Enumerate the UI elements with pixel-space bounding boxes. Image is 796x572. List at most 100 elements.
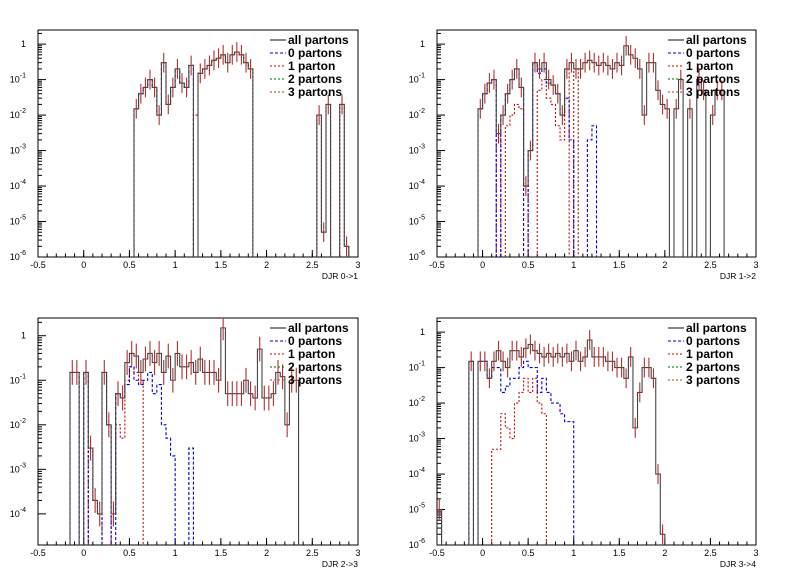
y-tick-exponent: -2 (419, 108, 425, 115)
x-tick-label: -0.5 (429, 548, 445, 558)
x-tick-label: 2 (662, 548, 667, 558)
x-axis: -0.5 0 0.5 1 1.5 2 2.5 3 (30, 538, 361, 558)
y-tick-label: 10-2 (409, 396, 425, 408)
y-tick-label: 10-3 (10, 462, 26, 474)
y-tick-label: 1 (21, 39, 26, 49)
x-tick-label: 1 (571, 260, 576, 270)
x-tick-label: 1 (173, 260, 178, 270)
x-tick-label: 0.5 (522, 260, 535, 270)
legend-label: 1 parton (288, 59, 335, 73)
histogram-layer (477, 35, 725, 257)
y-tick-label: 10-1 (409, 361, 425, 373)
legend-label: 3 partons (686, 373, 740, 387)
legend-label: 2 partons (686, 360, 740, 374)
y-axis: 10-6 10-5 10-4 10-3 10-2 10-1 1 (409, 32, 445, 262)
y-tick-label: 10-4 (409, 467, 425, 479)
y-tick-label: 10-3 (409, 144, 425, 156)
x-tick-label: 0.5 (123, 260, 136, 270)
legend-label: 3 partons (686, 85, 740, 99)
x-axis-title: DJR 2->3 (322, 559, 358, 569)
y-tick-label: 10-5 (10, 215, 26, 227)
x-tick-label: 3 (753, 548, 758, 558)
x-tick-label: 3 (355, 548, 360, 558)
x-tick-label: 0 (81, 548, 86, 558)
legend-label: 2 partons (288, 72, 342, 86)
legend-label: all partons (686, 33, 747, 47)
y-tick-exponent: -5 (419, 503, 425, 510)
legend-label: all partons (288, 33, 349, 47)
x-tick-label: 0.5 (123, 548, 136, 558)
histogram-layer (133, 42, 350, 257)
x-tick-label: 2.5 (306, 548, 319, 558)
x-tick-label: 3 (355, 260, 360, 270)
chart-panel-4: -0.5 0 0.5 1 1.5 2 2.5 3 10-6 10-5 10-4 10-3 10-2 10-… (409, 317, 759, 569)
y-tick-label: 10-6 (10, 250, 26, 262)
legend-label: all partons (686, 321, 747, 335)
x-axis: -0.5 0 0.5 1 1.5 2 2.5 3 (429, 538, 759, 558)
x-tick-label: 0 (480, 260, 485, 270)
x-tick-label: 0.5 (522, 548, 535, 558)
y-tick-exponent: -1 (419, 361, 425, 368)
legend-label: 1 parton (686, 347, 733, 361)
x-tick-label: -0.5 (429, 260, 445, 270)
x-tick-label: 1.5 (613, 260, 626, 270)
histogram-layer (437, 330, 666, 545)
x-tick-label: 2.5 (306, 260, 319, 270)
legend-label: 0 partons (288, 46, 342, 60)
y-tick-exponent: -4 (419, 179, 425, 186)
histogram-1-parton (495, 68, 579, 257)
x-tick-label: 2 (662, 260, 667, 270)
histogram-layer (69, 318, 300, 545)
y-tick-exponent: -2 (419, 396, 425, 403)
x-tick-label: 0 (81, 260, 86, 270)
y-tick-label: 10-1 (10, 73, 26, 85)
y-tick-label: 10-4 (409, 179, 425, 191)
y-tick-label: 10-3 (409, 432, 425, 444)
y-tick-label: 10-5 (409, 215, 425, 227)
x-axis-title: DJR 0->1 (322, 271, 358, 281)
y-tick-exponent: -2 (20, 108, 26, 115)
x-tick-label: -0.5 (30, 260, 46, 270)
y-tick-label: 10-3 (10, 144, 26, 156)
y-tick-label: 10-6 (409, 538, 425, 550)
histogram-1-parton (491, 377, 547, 545)
y-tick-exponent: -3 (419, 432, 425, 439)
x-axis-title: DJR 3->4 (720, 559, 756, 569)
legend-label: 2 partons (686, 72, 740, 86)
y-axis: 10-6 10-5 10-4 10-3 10-2 10-1 1 (10, 32, 46, 262)
y-tick-exponent: -6 (419, 538, 425, 545)
y-tick-label: 10-2 (10, 108, 26, 120)
x-tick-label: 2.5 (704, 260, 717, 270)
chart-panel-3: -0.5 0 0.5 1 1.5 2 2.5 3 10-4 10-3 10-2 10-1 1 DJR 2-… (10, 317, 361, 569)
chart-panel-1: -0.5 0 0.5 1 1.5 2 2.5 310-610-510-410-310-210-… (10, 29, 361, 281)
legend-label: all partons (288, 321, 349, 335)
x-axis-title: DJR 1->2 (720, 271, 756, 281)
x-tick-label: 1 (571, 548, 576, 558)
y-tick-exponent: -3 (20, 144, 26, 151)
y-tick-label: 10-4 (10, 507, 26, 519)
y-tick-label: 10-6 (409, 250, 425, 262)
y-tick-exponent: -6 (419, 250, 425, 257)
chart-panel-2: -0.5 0 0.5 1 1.5 2 2.5 310-610-510-410-310-210-… (409, 29, 759, 281)
y-axis: 10-4 10-3 10-2 10-1 1 (10, 321, 46, 519)
y-tick-exponent: -3 (20, 462, 26, 469)
x-tick-label: 2.5 (704, 548, 717, 558)
y-tick-exponent: -5 (419, 215, 425, 222)
x-tick-label: 1.5 (215, 260, 228, 270)
histogram-0-partons (437, 360, 575, 545)
y-tick-label: 10-1 (10, 373, 26, 385)
y-tick-label: 1 (21, 331, 26, 341)
y-tick-label: 10-2 (409, 108, 425, 120)
y-tick-label: 10-4 (10, 179, 26, 191)
y-tick-label: 10-5 (409, 503, 425, 515)
y-tick-exponent: -6 (20, 250, 26, 257)
y-tick-exponent: -3 (419, 144, 425, 151)
y-tick-exponent: -4 (20, 179, 26, 186)
legend-label: 3 partons (288, 85, 342, 99)
y-tick-exponent: -1 (419, 73, 425, 80)
legend-label: 0 partons (686, 46, 740, 60)
x-tick-label: 2 (264, 260, 269, 270)
